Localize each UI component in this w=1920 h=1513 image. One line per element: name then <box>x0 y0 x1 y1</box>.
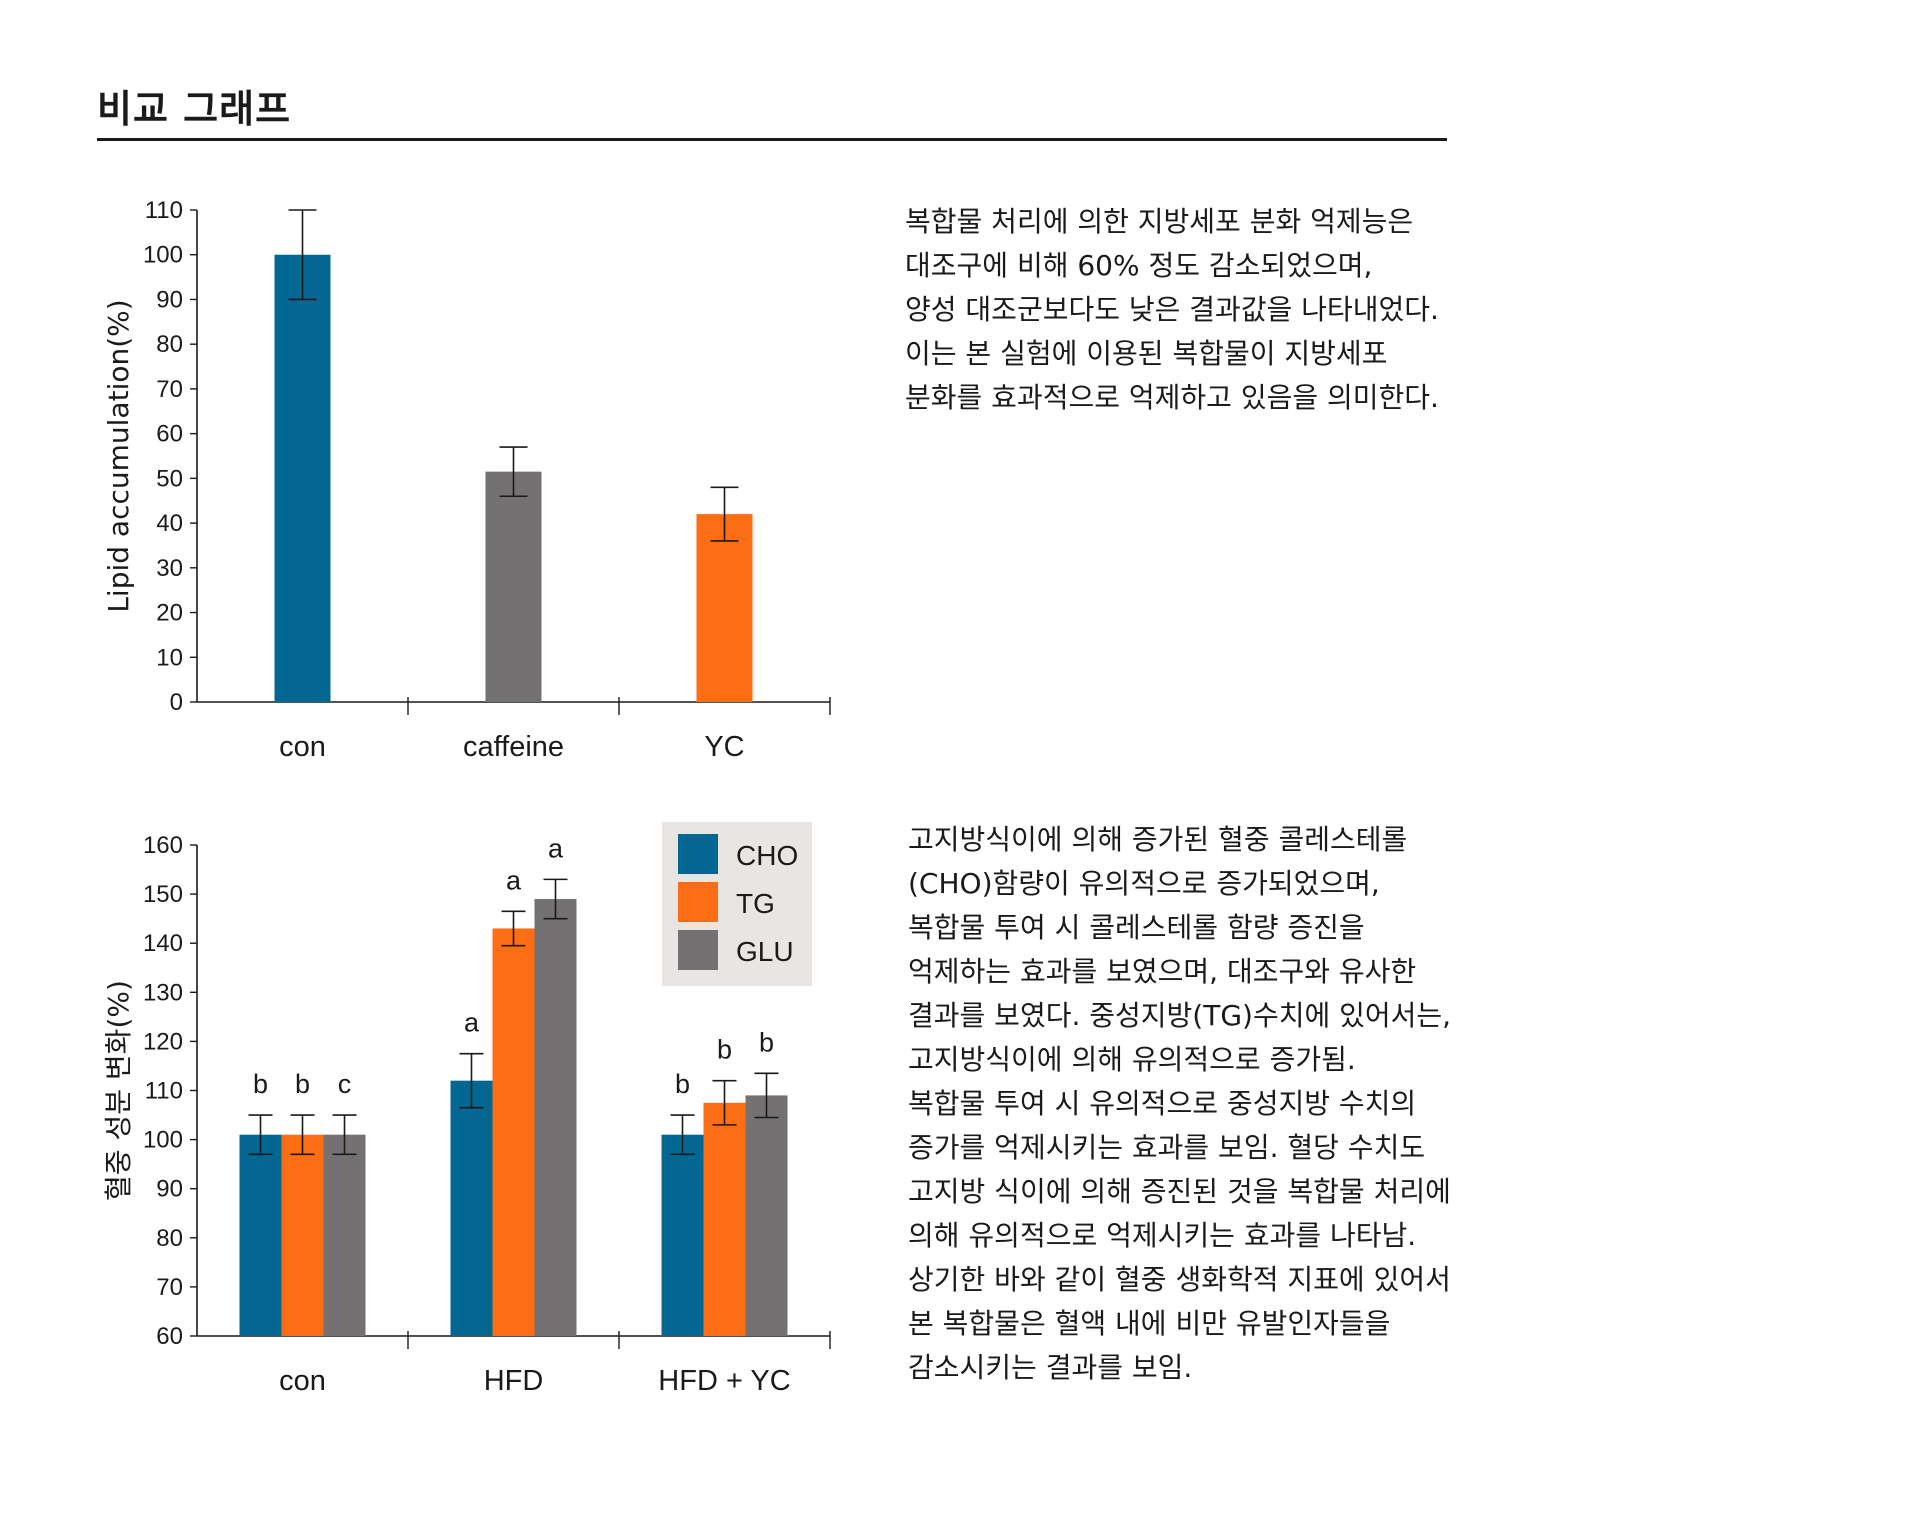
legend-label-cho: CHO <box>736 840 798 871</box>
chart1-description: 복합물 처리에 의한 지방세포 분화 억제능은 대조구에 비해 60% 정도 감… <box>905 205 1439 414</box>
y-tick-label: 10 <box>156 644 183 671</box>
y-tick-label: 140 <box>143 930 183 957</box>
chart2-description: 고지방식이에 의해 증가된 혈중 콜레스테롤 (CHO)함량이 유의적으로 증가… <box>908 823 1452 1384</box>
page-title: 비교 그래프 <box>97 87 292 131</box>
bar-caffeine <box>485 471 542 702</box>
x-category-label: con <box>279 731 326 763</box>
y-tick-label: 40 <box>156 510 183 537</box>
bar-glu <box>534 899 577 1336</box>
bar-tg <box>492 928 535 1336</box>
y-tick-label: 30 <box>156 555 183 582</box>
significance-label: b <box>295 1069 310 1099</box>
significance-label: a <box>506 865 522 895</box>
y-tick-label: 60 <box>156 1323 183 1350</box>
legend-label-tg: TG <box>736 888 775 919</box>
legend-label-glu: GLU <box>736 936 794 967</box>
x-category-label: HFD <box>484 1365 544 1397</box>
significance-label: b <box>675 1069 690 1099</box>
title-divider <box>97 138 1447 141</box>
y-tick-label: 130 <box>143 979 183 1006</box>
bar-cho <box>450 1080 493 1336</box>
y-tick-label: 20 <box>156 600 183 627</box>
legend-swatch-tg <box>678 882 718 922</box>
x-category-label: caffeine <box>463 731 564 763</box>
y-tick-label: 120 <box>143 1028 183 1055</box>
y-tick-label: 80 <box>156 1225 183 1252</box>
x-category-label: YC <box>704 731 744 763</box>
bar-glu <box>745 1095 788 1336</box>
significance-label: b <box>253 1069 268 1099</box>
y-tick-label: 100 <box>143 1127 183 1154</box>
y-tick-label: 90 <box>156 286 183 313</box>
bar-con <box>274 254 331 702</box>
y-tick-label: 100 <box>143 242 183 269</box>
y-tick-label: 0 <box>170 689 183 716</box>
significance-label: b <box>759 1027 774 1057</box>
y-tick-label: 110 <box>145 1078 183 1105</box>
significance-label: b <box>717 1035 732 1065</box>
bar-cho <box>239 1134 282 1336</box>
y-tick-label: 150 <box>143 881 183 908</box>
y-tick-label: 80 <box>156 331 183 358</box>
y-axis-title: Lipid accumulation(%) <box>102 299 135 612</box>
bar-tg <box>281 1134 324 1336</box>
legend-swatch-glu <box>678 930 718 970</box>
y-tick-label: 90 <box>156 1176 183 1203</box>
significance-label: a <box>548 833 564 863</box>
y-tick-label: 70 <box>156 376 183 403</box>
bar-glu <box>323 1134 366 1336</box>
significance-label: c <box>338 1069 352 1099</box>
y-tick-label: 110 <box>145 197 183 224</box>
significance-label: a <box>464 1008 480 1038</box>
bar-tg <box>703 1102 746 1336</box>
bar-cho <box>661 1134 704 1336</box>
x-category-label: con <box>279 1365 326 1397</box>
y-tick-label: 160 <box>143 832 183 859</box>
x-category-label: HFD + YC <box>658 1365 790 1397</box>
y-tick-label: 60 <box>156 421 183 448</box>
y-tick-label: 50 <box>156 465 183 492</box>
y-axis-title: 혈중 성분 변화(%) <box>102 980 135 1201</box>
legend-swatch-cho <box>678 834 718 874</box>
bar-YC <box>696 514 753 702</box>
y-tick-label: 70 <box>156 1274 183 1301</box>
